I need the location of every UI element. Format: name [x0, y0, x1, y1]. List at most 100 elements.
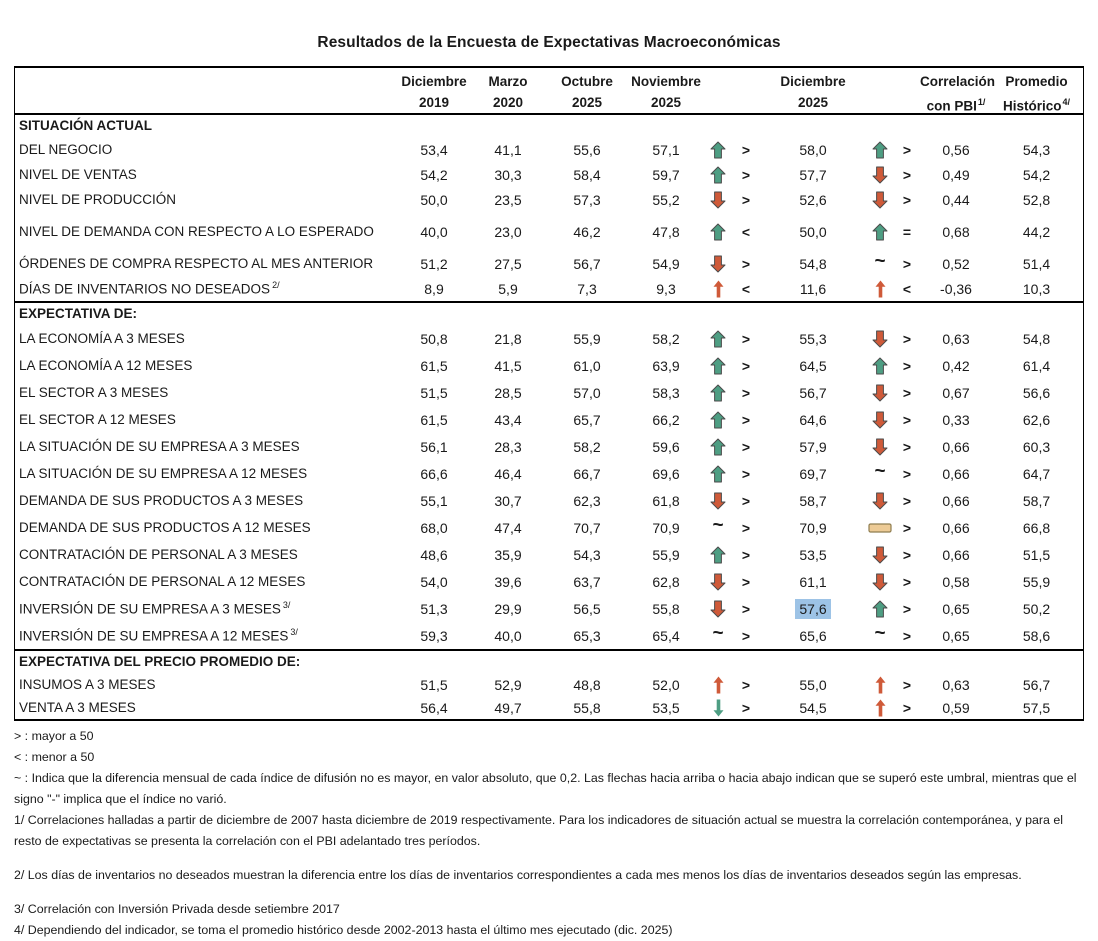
nov-trend-cell: ~: [704, 516, 732, 535]
row-label: DEL NEGOCIO: [19, 142, 113, 157]
column-header-line2: 2020: [492, 95, 524, 110]
value-nov-2025: 58,3: [652, 384, 680, 401]
dic-trend-cell: ~: [866, 252, 894, 271]
value-oct-2025: 55,8: [573, 699, 601, 716]
section-header: EXPECTATIVA DE:: [19, 306, 138, 321]
table-row: LA SITUACIÓN DE SU EMPRESA A 12 MESES 66…: [15, 460, 1083, 487]
dic-comparator: >: [902, 384, 912, 401]
value-mar-2020: 49,7: [494, 699, 522, 716]
nov-trend-cell: [704, 330, 732, 348]
nov-comparator: >: [741, 191, 751, 208]
notes-block: 1/ Correlaciones halladas a partir de di…: [14, 810, 1092, 941]
value-correlacion: 0,52: [942, 255, 970, 272]
arrow-up-bold-green-icon: [710, 438, 726, 456]
value-dic-2019: 56,1: [420, 438, 448, 455]
results-table: Diciembre 2019 Marzo 2020 Octubre 2025 N…: [14, 66, 1084, 721]
value-promedio-historico: 50,2: [1022, 600, 1051, 617]
table-row: INSUMOS A 3 MESES 51,5 52,9 48,8 52,0 > …: [15, 673, 1083, 696]
dic-comparator: >: [902, 166, 912, 183]
value-promedio-historico: 57,5: [1022, 699, 1051, 716]
value-correlacion: 0,65: [942, 600, 970, 617]
nov-comparator: >: [741, 492, 751, 509]
dic-comparator: >: [902, 519, 912, 536]
column-header-line2: con PBI1/: [926, 97, 986, 114]
value-mar-2020: 30,7: [494, 492, 522, 509]
nov-trend-cell: [704, 141, 732, 159]
nov-comparator: <: [741, 280, 751, 297]
value-mar-2020: 47,4: [494, 519, 522, 536]
row-label: CONTRATACIÓN DE PERSONAL A 3 MESES: [19, 547, 298, 562]
legend-line: < : menor a 50: [14, 750, 95, 764]
flat-bar-icon: [868, 522, 892, 533]
nov-comparator: >: [741, 546, 751, 563]
dic-trend-cell: [866, 522, 894, 533]
footnote: 2/ Los días de inventarios no deseados m…: [14, 868, 1022, 882]
value-mar-2020: 43,4: [494, 411, 522, 428]
column-header-line2: 2019: [418, 95, 450, 110]
arrow-up-bold-green-icon: [710, 411, 726, 429]
dic-trend-cell: [866, 191, 894, 209]
value-dic-2025: 64,5: [799, 357, 827, 374]
nov-trend-cell: [704, 492, 732, 510]
value-dic-2019: 50,8: [420, 330, 448, 347]
arrow-down-bold-red-icon: [872, 492, 888, 510]
column-header-line1: Noviembre: [631, 74, 701, 89]
table-row: LA ECONOMÍA A 3 MESES 50,8 21,8 55,9 58,…: [15, 325, 1083, 352]
column-header: Diciembre 2025: [760, 71, 866, 113]
dic-comparator: >: [902, 676, 912, 693]
value-oct-2025: 63,7: [573, 573, 601, 590]
arrow-down-bold-red-icon: [872, 384, 888, 402]
value-dic-2025: 70,9: [799, 519, 827, 536]
nov-comparator: >: [741, 465, 751, 482]
row-label: LA ECONOMÍA A 3 MESES: [19, 331, 185, 346]
value-dic-2025: 57,7: [799, 166, 827, 183]
arrow-down-thin-green-icon: [713, 699, 724, 717]
arrow-up-bold-green-icon: [710, 141, 726, 159]
value-promedio-historico: 44,2: [1022, 223, 1051, 240]
value-correlacion: 0,59: [942, 699, 970, 716]
value-correlacion: 0,56: [942, 141, 970, 158]
section-header: SITUACIÓN ACTUAL: [19, 118, 152, 133]
value-mar-2020: 23,0: [494, 223, 522, 240]
value-mar-2020: 41,1: [494, 141, 522, 158]
row-label: EL SECTOR A 3 MESES: [19, 385, 169, 400]
value-correlacion: 0,65: [942, 627, 970, 644]
value-promedio-historico: 58,7: [1022, 492, 1051, 509]
value-oct-2025: 58,2: [573, 438, 601, 455]
value-oct-2025: 65,3: [573, 627, 601, 644]
row-label: LA SITUACIÓN DE SU EMPRESA A 12 MESES: [19, 466, 308, 481]
column-header-line2: 2025: [797, 95, 829, 110]
column-header-line2: 2025: [650, 95, 682, 110]
table-body: SITUACIÓN ACTUAL DEL NEGOCIO 53,4 41,1 5…: [15, 115, 1083, 719]
header-footnote-marker: 1/: [977, 97, 986, 107]
arrow-up-bold-green-icon: [710, 546, 726, 564]
column-header-line1: Octubre: [561, 74, 613, 89]
value-mar-2020: 39,6: [494, 573, 522, 590]
nov-comparator: >: [741, 357, 751, 374]
dic-comparator: >: [902, 357, 912, 374]
table-row: DEMANDA DE SUS PRODUCTOS A 12 MESES 68,0…: [15, 514, 1083, 541]
legend-line: > : mayor a 50: [14, 729, 94, 743]
value-nov-2025: 55,9: [652, 546, 680, 563]
dic-trend-cell: [866, 330, 894, 348]
column-header: Promedio Histórico4/: [992, 71, 1081, 117]
value-dic-2019: 51,2: [420, 255, 448, 272]
value-correlacion: 0,66: [942, 519, 970, 536]
nov-trend-cell: [704, 223, 732, 241]
dic-trend-cell: [866, 699, 894, 717]
value-mar-2020: 35,9: [494, 546, 522, 563]
row-label: NIVEL DE DEMANDA CON RESPECTO A LO ESPER…: [19, 224, 374, 239]
value-dic-2019: 51,5: [420, 384, 448, 401]
tilde-icon: ~: [712, 622, 724, 644]
value-nov-2025: 58,2: [652, 330, 680, 347]
row-label: INVERSIÓN DE SU EMPRESA A 3 MESES 3/: [19, 600, 291, 617]
value-mar-2020: 46,4: [494, 465, 522, 482]
highlighted-cell[interactable]: 57,6: [795, 598, 831, 619]
column-header: Marzo 2020: [470, 71, 546, 113]
table-row: CONTRATACIÓN DE PERSONAL A 12 MESES 54,0…: [15, 568, 1083, 595]
value-dic-2025: 57,9: [799, 438, 827, 455]
arrow-up-bold-green-icon: [872, 223, 888, 241]
value-mar-2020: 30,3: [494, 166, 522, 183]
arrow-down-bold-red-icon: [710, 255, 726, 273]
value-correlacion: 0,66: [942, 492, 970, 509]
